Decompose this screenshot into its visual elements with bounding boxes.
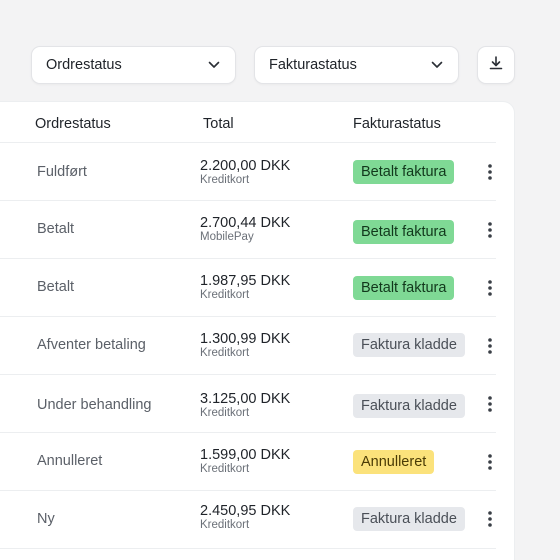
order-amount: 1.987,95 DKK: [200, 273, 291, 289]
more-options-icon[interactable]: [480, 394, 500, 414]
table-row[interactable]: Betalt 1.987,95 DKK Kreditkort Betalt fa…: [0, 259, 496, 317]
table-row[interactable]: Fuldført 2.200,00 DKK Kreditkort Betalt …: [0, 143, 496, 201]
download-icon: [488, 55, 504, 76]
order-amount: 1.300,99 DKK: [200, 331, 291, 347]
invoice-status-badge: Betalt faktura: [353, 220, 455, 244]
payment-method: Kreditkort: [200, 519, 250, 531]
table-row[interactable]: Betalt 2.700,44 DKK MobilePay Betalt fak…: [0, 201, 496, 259]
table-header: Ordrestatus Total Fakturastatus: [0, 102, 496, 143]
order-status: Afventer betaling: [37, 337, 146, 353]
column-header-invoice-status[interactable]: Fakturastatus: [353, 116, 441, 132]
more-options-icon[interactable]: [480, 452, 500, 472]
invoice-status-badge: Faktura kladde: [353, 394, 465, 418]
more-options-icon[interactable]: [480, 336, 500, 356]
order-total: 1.300,99 DKK Kreditkort: [200, 331, 290, 360]
download-button[interactable]: [477, 46, 515, 84]
orders-table: Ordrestatus Total Fakturastatus Fuldført…: [0, 101, 515, 560]
invoice-status-badge: Faktura kladde: [353, 333, 465, 357]
payment-method: Kreditkort: [200, 174, 250, 186]
order-status-filter-label: Ordrestatus: [46, 57, 122, 73]
invoice-status-badge: Faktura kladde: [353, 507, 465, 531]
payment-method: Kreditkort: [200, 289, 250, 301]
more-options-icon[interactable]: [480, 162, 500, 182]
order-status: Under behandling: [37, 397, 152, 413]
more-options-icon[interactable]: [480, 278, 500, 298]
order-status-filter[interactable]: Ordrestatus: [31, 46, 236, 84]
order-total: 2.450,95 DKK Kreditkort: [200, 503, 290, 532]
payment-method: Kreditkort: [200, 347, 250, 359]
invoice-status-filter-label: Fakturastatus: [269, 57, 357, 73]
order-total: 1.987,95 DKK Kreditkort: [200, 273, 290, 302]
invoice-status-filter[interactable]: Fakturastatus: [254, 46, 459, 84]
order-amount: 2.450,95 DKK: [200, 503, 291, 519]
order-amount: 2.700,44 DKK: [200, 215, 291, 231]
table-row[interactable]: Ny 2.450,95 DKK Kreditkort Faktura kladd…: [0, 491, 496, 549]
order-total: 2.700,44 DKK MobilePay: [200, 215, 290, 244]
order-status: Annulleret: [37, 453, 103, 469]
order-status: Ny: [37, 511, 55, 527]
order-amount: 3.125,00 DKK: [200, 391, 291, 407]
chevron-down-icon: [207, 58, 221, 72]
payment-method: Kreditkort: [200, 463, 250, 475]
order-total: 2.200,00 DKK Kreditkort: [200, 158, 290, 187]
payment-method: MobilePay: [200, 231, 254, 243]
column-header-order-status[interactable]: Ordrestatus: [35, 116, 111, 132]
table-row[interactable]: Annulleret 1.599,00 DKK Kreditkort Annul…: [0, 433, 496, 491]
order-status: Betalt: [37, 279, 75, 295]
more-options-icon[interactable]: [480, 509, 500, 529]
invoice-status-badge: Betalt faktura: [353, 160, 455, 184]
order-status: Betalt: [37, 221, 75, 237]
order-total: 1.599,00 DKK Kreditkort: [200, 447, 290, 476]
order-amount: 2.200,00 DKK: [200, 158, 291, 174]
invoice-status-badge: Annulleret: [353, 450, 435, 474]
chevron-down-icon: [430, 58, 444, 72]
table-row[interactable]: Afventer betaling 1.300,99 DKK Kreditkor…: [0, 317, 496, 375]
order-amount: 1.599,00 DKK: [200, 447, 291, 463]
payment-method: Kreditkort: [200, 407, 250, 419]
table-row[interactable]: Under behandling 3.125,00 DKK Kreditkort…: [0, 375, 496, 433]
order-status: Fuldført: [37, 164, 87, 180]
more-options-icon[interactable]: [480, 220, 500, 240]
invoice-status-badge: Betalt faktura: [353, 276, 455, 300]
column-header-total[interactable]: Total: [203, 116, 234, 132]
order-total: 3.125,00 DKK Kreditkort: [200, 391, 290, 420]
